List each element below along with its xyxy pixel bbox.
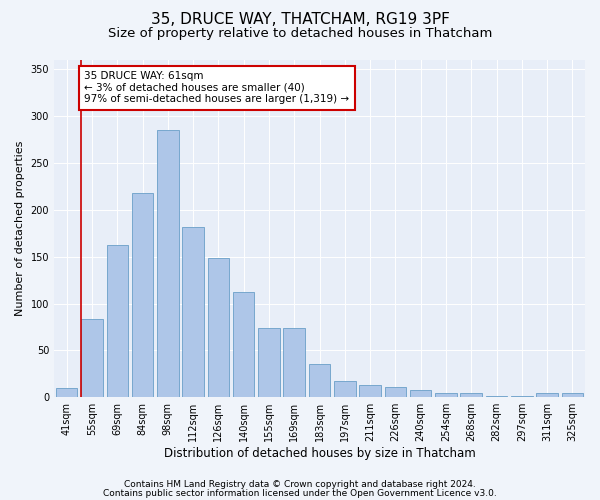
Bar — [511, 396, 533, 397]
Text: Contains public sector information licensed under the Open Government Licence v3: Contains public sector information licen… — [103, 488, 497, 498]
Bar — [334, 382, 356, 397]
Bar — [107, 244, 128, 397]
Bar — [182, 226, 204, 397]
Y-axis label: Number of detached properties: Number of detached properties — [15, 141, 25, 316]
Bar — [258, 328, 280, 397]
Bar — [283, 328, 305, 397]
Bar — [486, 396, 507, 397]
Bar — [132, 193, 153, 397]
Text: 35, DRUCE WAY, THATCHAM, RG19 3PF: 35, DRUCE WAY, THATCHAM, RG19 3PF — [151, 12, 449, 28]
Bar — [208, 258, 229, 397]
Text: Size of property relative to detached houses in Thatcham: Size of property relative to detached ho… — [108, 28, 492, 40]
Bar — [385, 387, 406, 397]
Text: Contains HM Land Registry data © Crown copyright and database right 2024.: Contains HM Land Registry data © Crown c… — [124, 480, 476, 489]
Bar — [309, 364, 330, 397]
Bar — [435, 392, 457, 397]
Bar — [81, 318, 103, 397]
Bar — [359, 385, 381, 397]
Bar — [562, 394, 583, 397]
Bar — [233, 292, 254, 397]
Bar — [56, 388, 77, 397]
Bar — [536, 394, 558, 397]
Bar — [157, 130, 179, 397]
Text: 35 DRUCE WAY: 61sqm
← 3% of detached houses are smaller (40)
97% of semi-detache: 35 DRUCE WAY: 61sqm ← 3% of detached hou… — [85, 71, 350, 104]
Bar — [410, 390, 431, 397]
X-axis label: Distribution of detached houses by size in Thatcham: Distribution of detached houses by size … — [164, 447, 475, 460]
Bar — [460, 392, 482, 397]
